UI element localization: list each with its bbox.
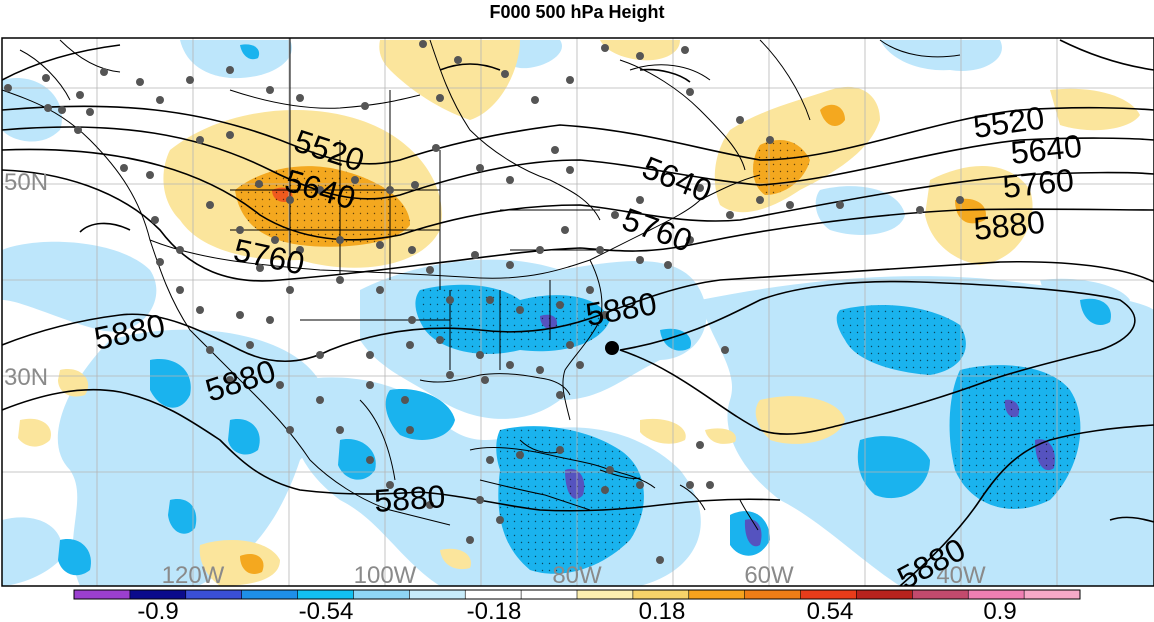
lon-label: 80W — [552, 562, 602, 589]
colorbar-bin — [241, 590, 299, 599]
colorbar-bin — [185, 590, 243, 599]
colorbar — [73, 589, 1081, 600]
colorbar-bin — [577, 590, 634, 599]
lon-label: 40W — [936, 562, 986, 589]
contour-label: 5880 — [373, 478, 447, 519]
contour-label: 5760 — [1001, 162, 1076, 205]
map-title: F000 500 hPa Height — [489, 2, 665, 22]
colorbar-bin — [521, 590, 578, 599]
colorbar-bin — [856, 590, 913, 599]
lon-label: 120W — [162, 562, 225, 589]
lat-label: 30N — [4, 364, 48, 391]
colorbar-tick-label: 0.9 — [983, 598, 1016, 622]
lat-label: 50N — [4, 169, 48, 196]
colorbar-tick-labels: -0.9 -0.54 -0.18 0.18 0.54 0.9 — [137, 598, 1016, 622]
graticule — [2, 38, 1154, 586]
colorbar-bin — [465, 590, 522, 599]
colorbar-bin — [74, 590, 131, 599]
contour-label: 5880 — [972, 204, 1047, 247]
station-markers — [4, 40, 964, 564]
colorbar-bin — [744, 590, 802, 599]
colorbar-bin — [297, 590, 354, 599]
colorbar-tick-label: -0.9 — [137, 598, 178, 622]
colorbar-tick-label: -0.54 — [299, 598, 354, 622]
coastlines — [2, 38, 961, 531]
significance-stippling — [235, 140, 1081, 574]
colorbar-tick-label: -0.18 — [467, 598, 522, 622]
colorbar-bin — [912, 590, 969, 599]
colorbar-bin — [688, 590, 746, 599]
colorbar-bin — [409, 590, 466, 599]
lon-label: 60W — [744, 562, 794, 589]
colorbar-bin — [968, 590, 1025, 599]
colorbar-bin — [800, 590, 857, 599]
height-contours — [2, 39, 1154, 586]
target-marker — [605, 341, 619, 355]
lon-label: 100W — [354, 562, 417, 589]
colorbar-bin — [1024, 590, 1081, 599]
contour-label: 5640 — [1009, 128, 1084, 171]
lat-labels: 50N 30N — [4, 169, 48, 391]
colorbar-bin — [632, 590, 690, 599]
lon-labels: 120W 100W 80W 60W 40W — [162, 562, 986, 589]
colorbar-bin — [353, 590, 410, 599]
colorbar-tick-label: 0.18 — [639, 598, 686, 622]
colorbar-bin — [129, 590, 187, 599]
colorbar-tick-label: 0.54 — [807, 598, 854, 622]
map-frame — [1, 37, 1154, 587]
